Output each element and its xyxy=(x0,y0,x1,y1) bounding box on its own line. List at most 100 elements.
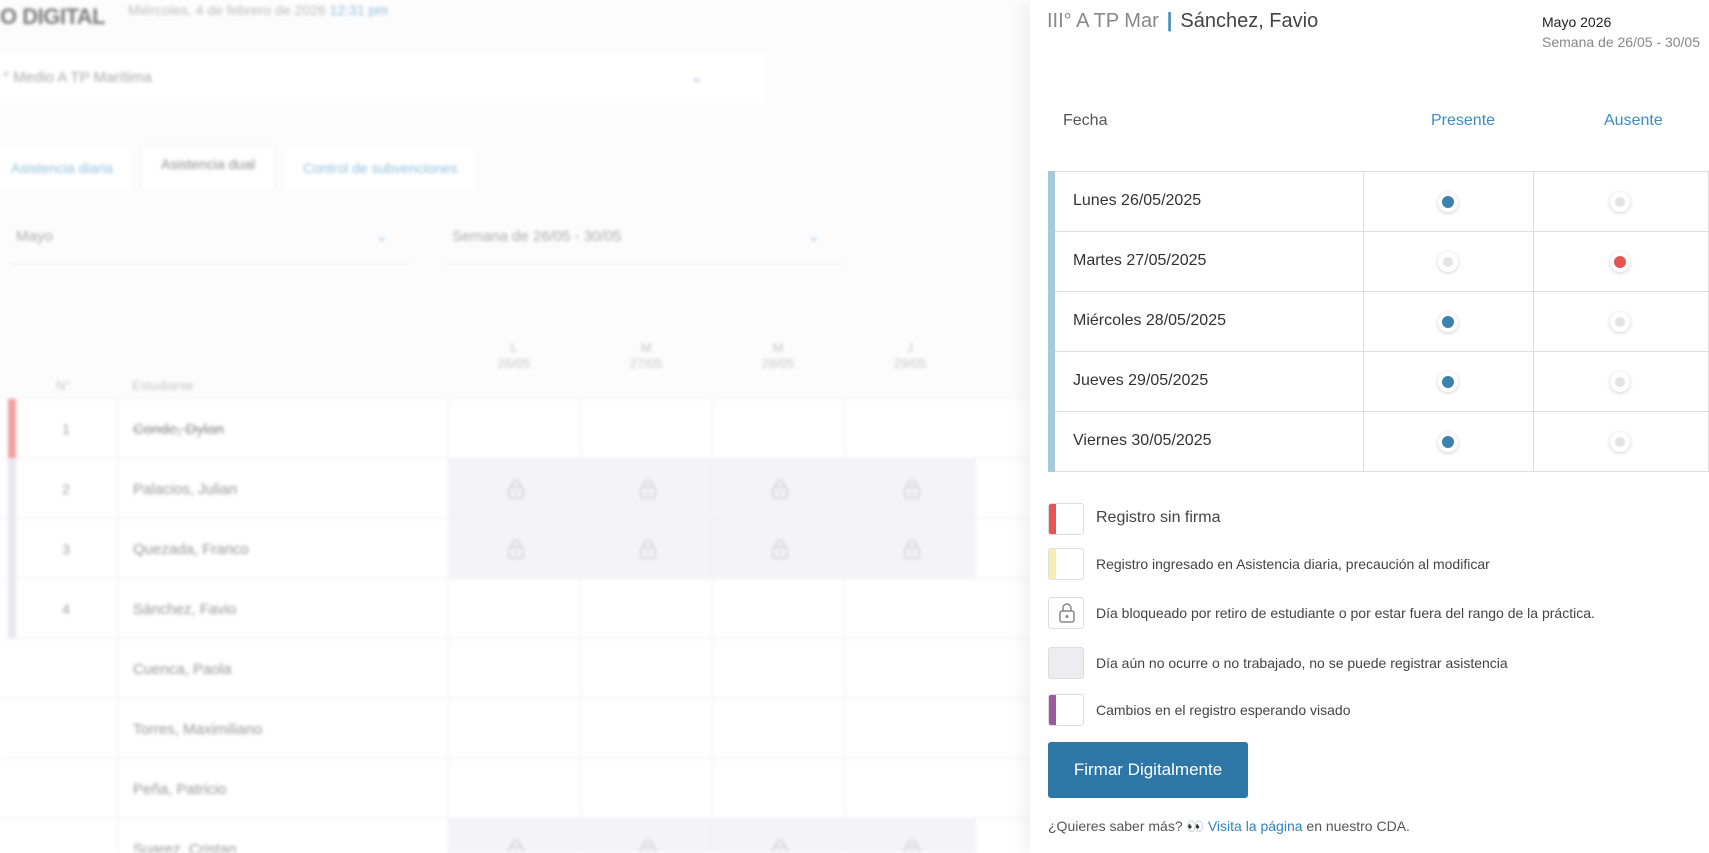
legend-swatch xyxy=(1048,647,1084,679)
course-select-value: ° Medio A TP Marítima xyxy=(3,69,152,86)
attendance-cell[interactable] xyxy=(844,819,976,853)
attendance-cell[interactable] xyxy=(580,519,712,579)
student-name[interactable]: Suarez, Cristan xyxy=(133,841,237,853)
present-radio[interactable] xyxy=(1438,252,1458,272)
student-name[interactable]: Palacios, Julian xyxy=(133,481,238,498)
attendance-cell[interactable] xyxy=(448,819,580,853)
attendance-cell[interactable] xyxy=(844,639,976,699)
attendance-cell[interactable] xyxy=(844,579,976,639)
chevron-down-icon: ⌄ xyxy=(691,69,703,85)
lock-icon xyxy=(639,839,657,853)
day-cells xyxy=(448,699,976,759)
lock-icon xyxy=(507,479,525,504)
attendance-cell[interactable] xyxy=(844,699,976,759)
absent-radio[interactable] xyxy=(1610,432,1630,452)
present-radio[interactable] xyxy=(1438,372,1458,392)
attendance-cell[interactable] xyxy=(844,399,976,459)
attendance-cell[interactable] xyxy=(580,699,712,759)
attendance-row: Lunes 26/05/2025 xyxy=(1048,171,1709,232)
present-radio[interactable] xyxy=(1438,432,1458,452)
absent-radio[interactable] xyxy=(1610,192,1630,212)
attendance-cell[interactable] xyxy=(712,399,844,459)
app-logo: O DIGITAL xyxy=(0,4,106,29)
table-body: 1 Conde, Dylan 2 Palacios, Julian 3 Quezada, … xyxy=(0,398,1030,853)
student-name[interactable]: Sánchez, Favio xyxy=(133,601,237,618)
visit-page-link[interactable]: Visita la página xyxy=(1207,818,1303,834)
attendance-cell[interactable] xyxy=(448,519,580,579)
absent-radio[interactable] xyxy=(1610,312,1630,332)
sign-digitally-button[interactable]: Firmar Digitalmente xyxy=(1048,742,1248,798)
attendance-table: Lunes 26/05/2025 Martes 27/05/2025 Miércol… xyxy=(1048,171,1709,472)
row-number: 3 xyxy=(62,541,70,557)
attendance-cell[interactable] xyxy=(448,459,580,519)
row-number: 2 xyxy=(62,481,70,497)
attendance-cell[interactable] xyxy=(712,639,844,699)
tab-dual-attendance[interactable]: Asistencia dual xyxy=(139,145,277,189)
attendance-cell[interactable] xyxy=(712,699,844,759)
panel-header: III° A TP Mar | Sánchez, Favio xyxy=(1047,10,1318,33)
table-row: 2 Palacios, Julian xyxy=(0,458,1030,519)
row-status-bar xyxy=(8,579,16,639)
attendance-cell[interactable] xyxy=(580,819,712,853)
absent-radio[interactable] xyxy=(1610,252,1630,272)
legend-text: Registro sin firma xyxy=(1096,509,1221,526)
absent-radio[interactable] xyxy=(1610,372,1630,392)
present-radio[interactable] xyxy=(1438,312,1458,332)
attendance-cell[interactable] xyxy=(580,579,712,639)
header-separator: | xyxy=(1166,10,1173,32)
attendance-cell[interactable] xyxy=(448,639,580,699)
week-select-value: Semana de 26/05 - 30/05 xyxy=(452,228,622,245)
attendance-cell[interactable] xyxy=(448,579,580,639)
lock-icon xyxy=(507,539,525,564)
day-cells xyxy=(448,579,976,639)
attendance-cell[interactable] xyxy=(712,579,844,639)
attendance-cell[interactable] xyxy=(712,759,844,819)
attendance-row: Viernes 30/05/2025 xyxy=(1048,411,1709,472)
table-row: 1 Conde, Dylan xyxy=(0,398,1030,459)
attendance-date: Viernes 30/05/2025 xyxy=(1073,432,1212,449)
attendance-cell[interactable] xyxy=(448,699,580,759)
week-select[interactable]: Semana de 26/05 - 30/05 ⌄ xyxy=(444,218,844,264)
student-name[interactable]: Cuenca, Paola xyxy=(133,661,232,678)
lock-icon xyxy=(903,479,921,504)
student-name[interactable]: Peña, Patricio xyxy=(133,781,227,798)
table-row: 3 Quezada, Franco xyxy=(0,518,1030,579)
attendance-tabs: Asistencia diaria Asistencia dual Contro… xyxy=(0,145,484,189)
attendance-cell[interactable] xyxy=(712,519,844,579)
student-name[interactable]: Quezada, Franco xyxy=(133,541,249,558)
lock-icon xyxy=(507,839,525,853)
day-cells xyxy=(448,759,976,819)
attendance-cell[interactable] xyxy=(844,519,976,579)
student-name[interactable]: Torres, Maximiliano xyxy=(133,721,263,738)
column-divider xyxy=(117,398,118,853)
attendance-cell[interactable] xyxy=(712,819,844,853)
attendance-date: Lunes 26/05/2025 xyxy=(1073,192,1202,209)
attendance-cell[interactable] xyxy=(580,759,712,819)
attendance-cell[interactable] xyxy=(580,399,712,459)
present-radio[interactable] xyxy=(1438,192,1458,212)
present-column-header: Presente xyxy=(1431,112,1496,129)
row-accent xyxy=(1048,231,1055,292)
day-column-header: M 28/05 xyxy=(761,340,795,371)
attendance-cell[interactable] xyxy=(448,759,580,819)
attendance-cell[interactable] xyxy=(844,459,976,519)
row-accent xyxy=(1048,411,1055,472)
attendance-cell[interactable] xyxy=(844,759,976,819)
day-column-header: J 29/05 xyxy=(893,340,927,371)
lock-icon xyxy=(903,539,921,564)
tab-daily-attendance[interactable]: Asistencia diaria xyxy=(0,145,134,189)
month-select[interactable]: Mayo ⌄ xyxy=(10,218,410,264)
table-row: Suarez, Cristan xyxy=(0,818,1030,853)
tab-subsidy-control[interactable]: Control de subvenciones xyxy=(282,145,479,189)
row-accent xyxy=(1048,351,1055,412)
attendance-cell[interactable] xyxy=(580,639,712,699)
attendance-cell[interactable] xyxy=(448,399,580,459)
attendance-cell[interactable] xyxy=(580,459,712,519)
background-page: O DIGITAL Miércoles, 4 de febrero de 202… xyxy=(0,0,1030,853)
student-column-header: Estudiante xyxy=(132,378,194,393)
panel-month: Mayo 2026 xyxy=(1542,14,1612,30)
students-table: N° Estudiante L 26/05 M 27/05 M 28/05 J 29/0… xyxy=(0,330,1030,853)
attendance-cell[interactable] xyxy=(712,459,844,519)
student-name[interactable]: Conde, Dylan xyxy=(133,421,224,438)
course-select[interactable]: ° Medio A TP Marítima ⌄ xyxy=(0,50,768,106)
